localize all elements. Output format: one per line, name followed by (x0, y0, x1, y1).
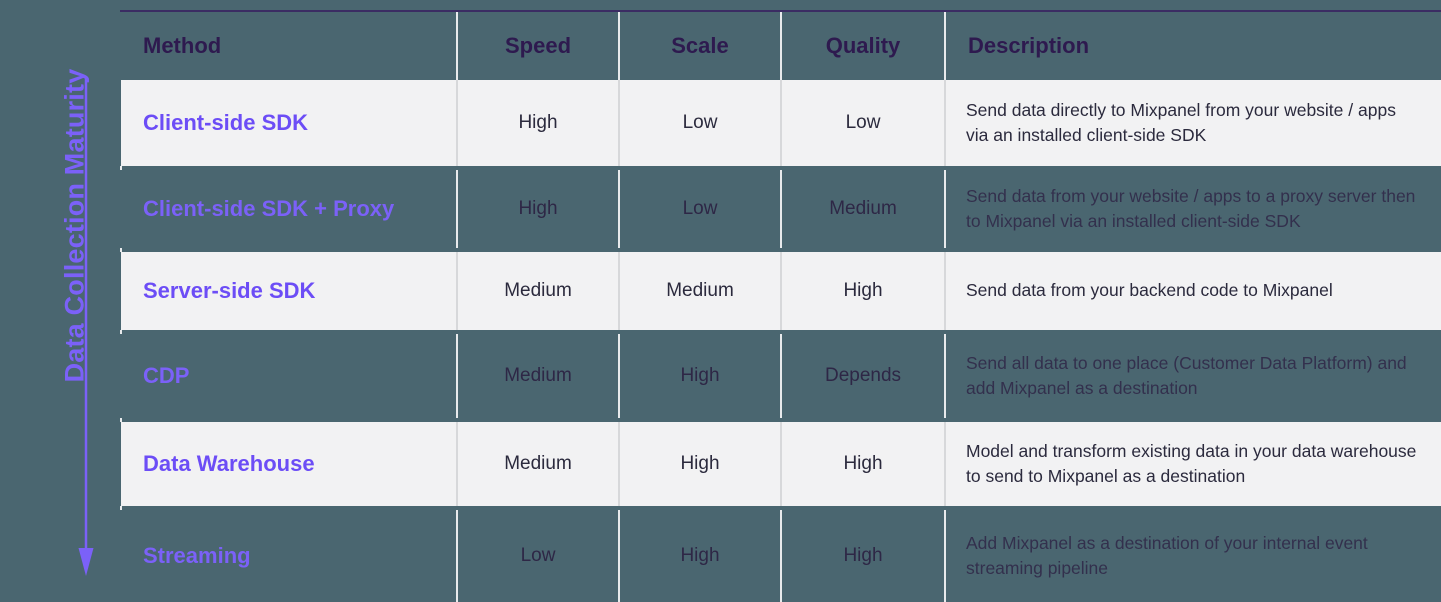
cell-description: Send data from your website / apps to a … (944, 170, 1441, 248)
column-header-method: Method (121, 12, 457, 80)
cell-quality: High (780, 252, 945, 330)
table-header: Method Speed Scale Quality Description (121, 12, 1441, 80)
table-row: Client-side SDK High Low Low Send data d… (121, 80, 1441, 166)
row-separator (120, 506, 1441, 510)
cell-quality: Medium (780, 170, 945, 248)
cell-description: Send all data to one place (Customer Dat… (944, 334, 1441, 418)
maturity-axis: Data Collection Maturity (0, 0, 120, 586)
cell-description: Send data directly to Mixpanel from your… (944, 80, 1441, 166)
cell-quality: High (780, 422, 945, 506)
table-row: Streaming Low High High Add Mixpanel as … (121, 510, 1441, 602)
header-row: Method Speed Scale Quality Description (121, 12, 1441, 80)
cell-speed: Medium (456, 422, 619, 506)
table-body: Client-side SDK High Low Low Send data d… (120, 80, 1441, 602)
column-header-speed: Speed (456, 12, 619, 80)
cell-scale: High (618, 334, 781, 418)
cell-description: Send data from your backend code to Mixp… (944, 252, 1441, 330)
cell-method: Streaming (121, 510, 457, 602)
down-arrow-icon (78, 78, 94, 576)
cell-scale: Medium (618, 252, 781, 330)
cell-speed: High (456, 80, 619, 166)
cell-scale: High (618, 510, 781, 602)
cell-method: Client-side SDK (121, 80, 457, 166)
cell-scale: Low (618, 80, 781, 166)
row-separator (120, 166, 1441, 170)
cell-quality: Depends (780, 334, 945, 418)
cell-method: Data Warehouse (121, 422, 457, 506)
cell-scale: Low (618, 170, 781, 248)
cell-description: Model and transform existing data in you… (944, 422, 1441, 506)
cell-quality: Low (780, 80, 945, 166)
column-header-description: Description (944, 12, 1441, 80)
methods-table-wrapper: Method Speed Scale Quality Description C… (120, 0, 1441, 602)
row-separator (120, 330, 1441, 334)
column-header-scale: Scale (618, 12, 781, 80)
cell-description: Add Mixpanel as a destination of your in… (944, 510, 1441, 602)
column-header-quality: Quality (780, 12, 945, 80)
methods-table: Method Speed Scale Quality Description C… (120, 12, 1441, 602)
row-separator (120, 418, 1441, 422)
cell-method: CDP (121, 334, 457, 418)
cell-speed: Medium (456, 334, 619, 418)
table-top-rule (120, 10, 1441, 12)
table-row: CDP Medium High Depends Send all data to… (121, 334, 1441, 418)
cell-quality: High (780, 510, 945, 602)
row-separator (120, 248, 1441, 252)
table-row: Server-side SDK Medium Medium High Send … (121, 252, 1441, 330)
cell-method: Client-side SDK + Proxy (121, 170, 457, 248)
cell-speed: Medium (456, 252, 619, 330)
table-row: Client-side SDK + Proxy High Low Medium … (121, 170, 1441, 248)
cell-method: Server-side SDK (121, 252, 457, 330)
cell-speed: Low (456, 510, 619, 602)
table-row: Data Warehouse Medium High High Model an… (121, 422, 1441, 506)
cell-scale: High (618, 422, 781, 506)
cell-speed: High (456, 170, 619, 248)
